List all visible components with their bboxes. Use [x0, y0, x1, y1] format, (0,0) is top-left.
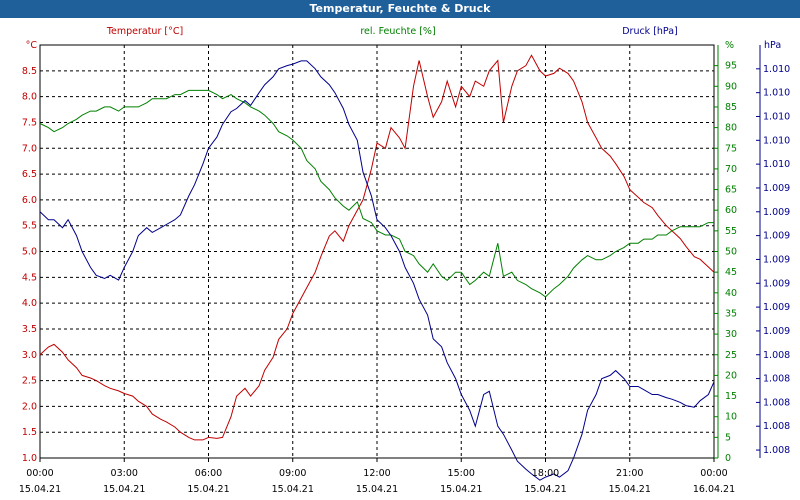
left-axis-tick-label: 1.5: [22, 427, 37, 438]
humidity-axis-tick-label: 50: [725, 247, 737, 258]
left-axis-tick-label: 8.5: [22, 66, 37, 77]
pressure-axis-tick-label: 1.009: [763, 254, 790, 265]
chart-title-bar: Temperatur, Feuchte & Druck: [0, 0, 800, 18]
left-axis-unit-label: °C: [26, 40, 38, 51]
pressure-axis-tick-label: 1.010: [763, 88, 790, 99]
pressure-axis-tick-label: 1.010: [763, 135, 790, 146]
left-axis-tick-label: 5.5: [22, 221, 37, 232]
humidity-axis-tick-label: 85: [725, 102, 737, 113]
x-axis-date-label: 15.04.21: [272, 484, 314, 495]
pressure-axis-unit-label: hPa: [764, 40, 781, 51]
pressure-axis-tick-label: 1.009: [763, 231, 790, 242]
humidity-axis-tick-label: 35: [725, 308, 737, 319]
left-axis-tick-label: 4.0: [22, 298, 37, 309]
humidity-axis-tick-label: 55: [725, 226, 737, 237]
left-axis-tick-label: 3.5: [22, 324, 37, 335]
left-axis-tick-label: 1.0: [22, 453, 37, 464]
pressure-axis-tick-label: 1.008: [763, 397, 790, 408]
axes-group: 1.0 1.5 2.0 2.5 3.0 3.5 4.0 4.5 5.0 5.5 6.0 6.5 7.0 7…: [19, 26, 790, 495]
left-axis-tick-label: 6.5: [22, 169, 37, 180]
pressure-axis-tick-label: 1.008: [763, 374, 790, 385]
left-axis-title: Temperatur [°C]: [106, 26, 183, 37]
pressure-axis-tick-label: 1.009: [763, 302, 790, 313]
x-axis-time-label: 03:00: [111, 468, 138, 479]
humidity-axis-tick-label: 90: [725, 81, 737, 92]
left-axis-tick-label: 5.0: [22, 247, 37, 258]
pressure-axis-tick-label: 1.008: [763, 421, 790, 432]
x-axis-date-label: 15.04.21: [103, 484, 145, 495]
humidity-axis-tick-label: 5: [725, 432, 731, 443]
humidity-axis-tick-label: 30: [725, 329, 737, 340]
pressure-axis-tick-label: 1.008: [763, 350, 790, 361]
left-axis-tick-label: 4.5: [22, 272, 37, 283]
x-axis-date-label: 15.04.21: [19, 484, 61, 495]
humidity-axis-unit-label: %: [725, 40, 734, 51]
x-axis-time-label: 12:00: [363, 468, 390, 479]
pressure-axis-tick-label: 1.010: [763, 159, 790, 170]
pressure-axis-tick-label: 1.009: [763, 326, 790, 337]
left-axis-tick-label: 7.0: [22, 143, 37, 154]
humidity-axis-tick-label: 15: [725, 391, 737, 402]
humidity-axis-tick-label: 40: [725, 288, 737, 299]
grid-lines: [40, 45, 714, 458]
left-axis-tick-label: 8.0: [22, 92, 37, 103]
humidity-axis-tick-label: 20: [725, 370, 737, 381]
x-axis-time-label: 15:00: [448, 468, 475, 479]
x-axis-date-label: 15.04.21: [187, 484, 229, 495]
x-axis-time-label: 06:00: [195, 468, 222, 479]
x-axis-time-label: 18:00: [532, 468, 559, 479]
humidity-axis-tick-label: 80: [725, 123, 737, 134]
x-axis-time-label: 09:00: [279, 468, 306, 479]
x-axis-date-label: 16.04.21: [693, 484, 735, 495]
humidity-axis-title: rel. Feuchte [%]: [360, 26, 435, 37]
series-line-2: [39, 89, 714, 298]
x-axis-time-label: 21:00: [616, 468, 643, 479]
humidity-axis-tick-label: 25: [725, 350, 737, 361]
series-line-1: [39, 54, 715, 441]
left-axis-tick-label: 7.5: [22, 117, 37, 128]
pressure-axis-tick-label: 1.008: [763, 445, 790, 456]
humidity-axis-tick-label: 10: [725, 412, 737, 423]
x-axis-time-label: 00:00: [700, 468, 727, 479]
humidity-axis-tick-label: 75: [725, 143, 737, 154]
x-axis-date-label: 15.04.21: [524, 484, 566, 495]
series-group: [39, 54, 715, 481]
x-axis-date-label: 15.04.21: [609, 484, 651, 495]
x-axis-date-label: 15.04.21: [440, 484, 482, 495]
pressure-axis-title: Druck [hPa]: [622, 26, 678, 37]
humidity-axis-tick-label: 60: [725, 205, 737, 216]
left-axis-tick-label: 2.0: [22, 401, 37, 412]
pressure-axis-tick-label: 1.009: [763, 278, 790, 289]
humidity-axis-tick-label: 65: [725, 185, 737, 196]
left-axis-tick-label: 3.0: [22, 350, 37, 361]
x-axis-time-label: 00:00: [26, 468, 53, 479]
left-axis-tick-label: 6.0: [22, 195, 37, 206]
x-axis-date-label: 15.04.21: [356, 484, 398, 495]
humidity-axis-tick-label: 95: [725, 61, 737, 72]
left-axis-tick-label: 2.5: [22, 376, 37, 387]
pressure-axis-tick-label: 1.009: [763, 183, 790, 194]
series-line-3: [39, 60, 715, 481]
pressure-axis-tick-label: 1.010: [763, 111, 790, 122]
humidity-axis-tick-label: 45: [725, 267, 737, 278]
humidity-axis-tick-label: 0: [725, 453, 731, 464]
pressure-axis-tick-label: 1.009: [763, 207, 790, 218]
chart-area: 1.0 1.5 2.0 2.5 3.0 3.5 4.0 4.5 5.0 5.5 6.0 6.5 7.0 7…: [19, 26, 790, 495]
pressure-axis-tick-label: 1.010: [763, 64, 790, 75]
humidity-axis-tick-label: 70: [725, 164, 737, 175]
